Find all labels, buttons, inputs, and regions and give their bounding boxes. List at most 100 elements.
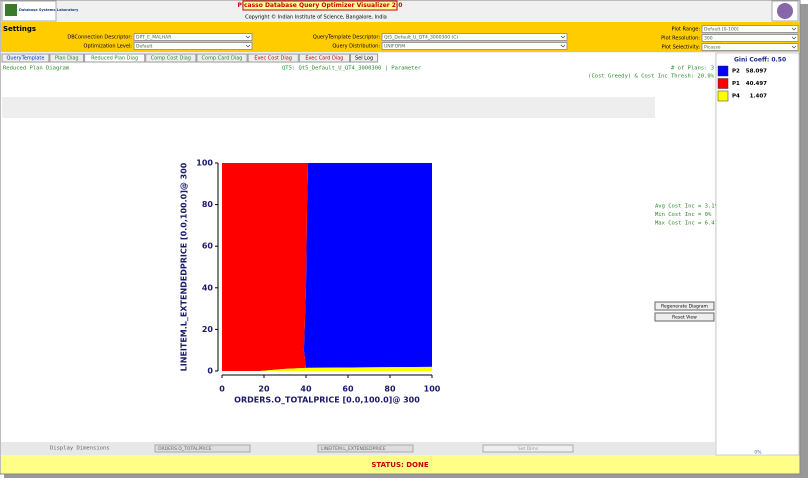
field-value: Default	[136, 44, 153, 50]
field-value: Qt5_Default_U_QT4_3000300 (C)	[384, 35, 458, 41]
tab-label: Plan Diag	[55, 56, 79, 62]
tab-label: Comp Cost Diag	[151, 56, 191, 62]
tab[interactable]	[1, 53, 50, 63]
legend-panel	[715, 52, 800, 456]
tab[interactable]	[84, 53, 146, 63]
app-title: Picasso Database Query Optimizer Visuali…	[238, 2, 403, 9]
field-select[interactable]	[701, 34, 799, 42]
button[interactable]	[654, 312, 715, 322]
field-label: Query Distribution:	[332, 44, 380, 50]
field-select[interactable]	[133, 42, 253, 50]
dim2: LINEITEM.L_EXTENDEDPRICE	[321, 446, 386, 452]
field-value: Picasso	[704, 45, 721, 51]
dropdown-arrow	[791, 45, 797, 49]
copyright: Copyright © Indian Institute of Science,…	[245, 14, 387, 21]
query-name: QT5: Qt5_Default_U_QT4_3000300 | Paramet…	[282, 66, 422, 72]
dropdown-arrow	[791, 36, 797, 40]
field-label: Plot Selectivity:	[662, 45, 701, 51]
institute-emblem	[777, 3, 793, 19]
dropdown-arrow	[791, 27, 797, 31]
field-label: Optimization Level:	[84, 44, 133, 50]
field-value: 300	[704, 36, 713, 42]
status-bar	[1, 456, 799, 473]
dim1-select[interactable]	[154, 444, 251, 453]
cost-stat: Avg Cost Inc = 3.19%	[655, 204, 722, 210]
legend-name: P2	[732, 69, 740, 75]
legend-share: 40.497	[746, 81, 767, 87]
field-value: DPT_E_MALHAR	[136, 35, 171, 41]
x-tick-label: 80	[384, 385, 396, 394]
cost-stat: Max Cost Inc = 6.47%	[655, 221, 722, 227]
tab[interactable]	[145, 53, 197, 63]
x-axis-label: ORDERS.O_TOTALPRICE [0.0,100.0]@ 300	[234, 396, 420, 405]
field-label: Plot Resolution:	[661, 36, 700, 42]
plan-region	[259, 366, 432, 371]
tab[interactable]	[298, 53, 350, 63]
legend-share: 58.097	[746, 69, 767, 75]
y-tick-label: 80	[202, 200, 214, 209]
legend-share: 1.407	[750, 94, 768, 100]
tab[interactable]	[350, 53, 379, 63]
dropdown-arrow	[245, 35, 251, 39]
plan-region	[222, 163, 309, 371]
tab-label: Reduced Plan Diag	[91, 56, 138, 62]
button-label: Regenerate Diagram	[661, 304, 708, 310]
set-dims: Set Dims	[518, 446, 539, 452]
x-tick-label: 60	[342, 385, 354, 394]
threshold: (Cost Greedy) & Cost Inc Thresh: 20.0%	[588, 74, 715, 80]
y-tick-label: 20	[202, 325, 214, 334]
tab-label: Exec Cost Diag	[254, 56, 292, 62]
y-axis-label: LINEITEM.L_EXTENDEDPRICE [0.0,100.0]@ 30…	[180, 162, 189, 371]
y-tick-label: 0	[207, 367, 213, 376]
tab[interactable]	[49, 53, 85, 63]
tab-label: Comp Card Diag	[202, 56, 243, 62]
dim2-select[interactable]	[317, 444, 414, 453]
tab[interactable]	[196, 53, 248, 63]
title-box	[242, 0, 398, 11]
legend-swatch	[717, 65, 729, 77]
field-value: UNIFORM	[384, 44, 405, 50]
plan-region	[303, 163, 432, 368]
tab-label: Sel Log	[355, 56, 373, 62]
button[interactable]	[654, 301, 715, 311]
gray-band	[2, 97, 655, 118]
legend-title: Gini Coeff: 0.50	[734, 57, 786, 64]
tab[interactable]	[247, 53, 299, 63]
field-label: DBConnection Descriptor:	[67, 35, 132, 41]
progress: 0%	[754, 450, 762, 456]
x-tick-label: 40	[300, 385, 312, 394]
legend-swatch	[717, 78, 729, 89]
y-tick-label: 40	[202, 283, 214, 292]
field-value: Default [0-100]	[704, 27, 739, 33]
logo-text: Database Systems Laboratory	[19, 8, 79, 12]
x-tick-label: 100	[424, 385, 441, 394]
legend-swatch	[717, 90, 729, 102]
tab-label: Exec Card Diag	[305, 56, 343, 62]
diagram-heading: Reduced Plan Diagram	[3, 66, 70, 72]
field-label: QueryTemplate Descriptor:	[313, 35, 380, 41]
tab-label: QueryTemplate	[6, 56, 44, 62]
y-tick-label: 100	[196, 159, 213, 168]
field-select[interactable]	[381, 42, 568, 50]
field-select[interactable]	[701, 25, 799, 33]
status: STATUS: DONE	[371, 461, 429, 469]
dim1: ORDERS.O_TOTALPRICE	[158, 446, 212, 452]
y-tick-label: 60	[202, 242, 214, 251]
field-select[interactable]	[133, 33, 253, 41]
legend-name: P1	[732, 81, 740, 87]
dropdown-arrow	[245, 44, 251, 48]
field-label: Plot Range:	[671, 27, 700, 33]
cost-stat: Min Cost Inc = 0%	[655, 212, 712, 218]
x-tick-label: 20	[258, 385, 270, 394]
button-label: Reset View	[672, 315, 697, 321]
field-select[interactable]	[701, 43, 799, 51]
legend-name: P4	[732, 94, 740, 100]
set-dims-button[interactable]	[482, 444, 574, 453]
field-select[interactable]	[381, 33, 568, 41]
logo-icon	[5, 4, 17, 16]
dimensions-label: Display Dimensions	[50, 446, 110, 452]
plan-count: # of Plans: 3	[671, 66, 714, 72]
dropdown-arrow	[560, 35, 566, 39]
settings-title: Settings	[3, 25, 36, 33]
